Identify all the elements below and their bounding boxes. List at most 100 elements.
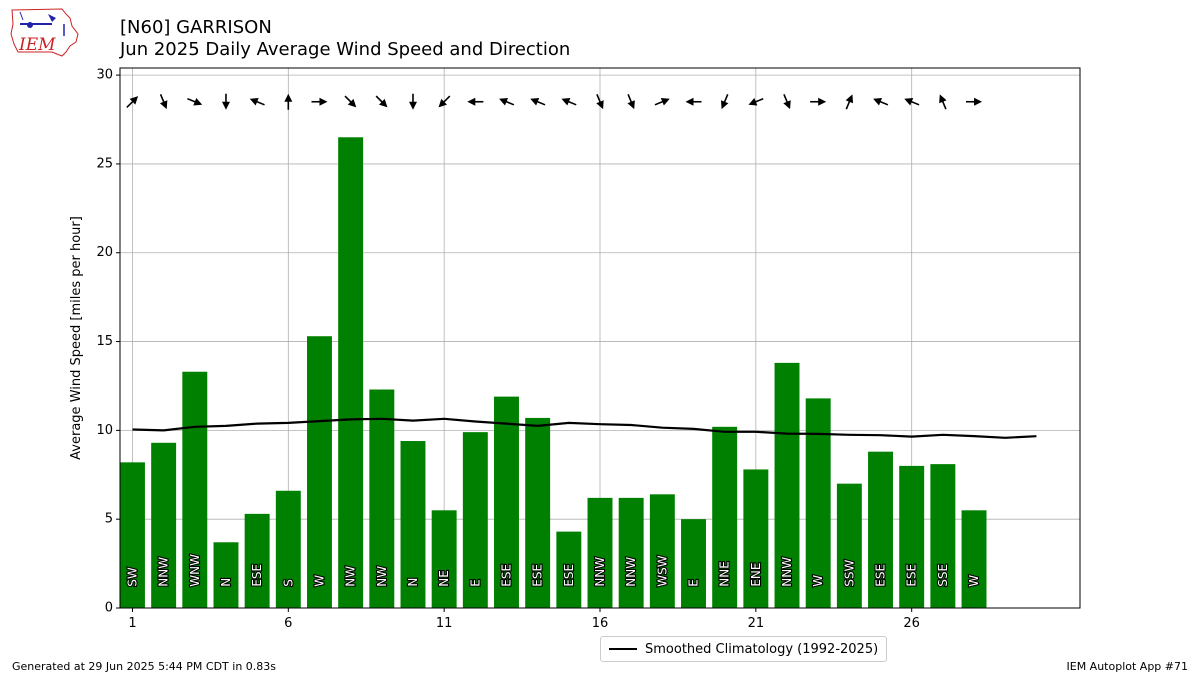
wind-arrow <box>375 95 388 108</box>
wind-arrow-head <box>129 96 139 105</box>
wind-arrow <box>159 94 168 110</box>
direction-label: E <box>687 579 701 587</box>
bars-group <box>120 137 987 609</box>
wind-arrow <box>845 94 854 110</box>
bar <box>930 464 956 608</box>
bar <box>307 336 332 608</box>
bar <box>618 497 644 608</box>
direction-label: ESE <box>905 564 919 587</box>
legend-label: Smoothed Climatology (1992-2025) <box>645 641 879 657</box>
wind-arrow-head <box>378 98 388 108</box>
climatology-line <box>132 417 1037 439</box>
bar <box>743 469 769 608</box>
wind-arrow-head <box>783 100 791 110</box>
wind-arrow <box>530 98 546 106</box>
wind-arrow <box>311 97 328 106</box>
wind-arrows-group <box>126 93 983 110</box>
direction-label: W <box>811 575 825 587</box>
climatology-group <box>132 417 1037 439</box>
wind-arrow-head <box>748 98 758 106</box>
direction-label: NNW <box>780 557 794 587</box>
bar <box>244 513 270 608</box>
direction-label: NNW <box>157 557 171 587</box>
wind-arrow-head <box>284 93 293 102</box>
direction-label: NW <box>344 566 358 587</box>
direction-label: ESE <box>874 564 888 587</box>
bar <box>182 371 208 608</box>
y-tick-label: 20 <box>96 245 113 260</box>
y-tick-label: 0 <box>105 601 113 616</box>
bar <box>369 389 395 608</box>
bar <box>120 462 145 608</box>
wind-arrow <box>939 94 947 110</box>
y-tick-label: 10 <box>96 423 113 438</box>
direction-label: W <box>312 575 326 587</box>
logo-text: IEM <box>18 35 56 55</box>
direction-label: NNE <box>718 561 732 587</box>
wind-arrow-head <box>845 94 854 104</box>
wind-arrow-head <box>530 98 540 106</box>
direction-label: ESE <box>562 564 576 587</box>
bar <box>338 137 364 609</box>
direction-label: NNW <box>593 557 607 587</box>
wind-arrow-head <box>974 97 983 106</box>
bar <box>213 542 239 608</box>
wind-arrow <box>408 93 417 110</box>
x-tick-label: 21 <box>748 616 765 631</box>
bar <box>556 531 582 608</box>
wind-arrow <box>904 98 920 106</box>
wind-arrow <box>596 94 604 110</box>
bar <box>525 417 551 608</box>
wind-arrow <box>467 97 484 106</box>
bar <box>587 497 613 608</box>
direction-labels-group: SW NNW WNW N ESE S W NW NW N NE E ESE ESE ESE NNW NNW WSW… <box>124 553 982 588</box>
direction-label: NW <box>375 566 389 587</box>
bar <box>649 494 675 608</box>
bar <box>431 510 457 608</box>
bar <box>151 442 177 608</box>
wind-arrow <box>627 94 635 110</box>
wind-arrow <box>783 94 791 110</box>
direction-label: SSW <box>842 559 856 586</box>
wind-arrow <box>126 96 139 108</box>
y-axis-label: Average Wind Speed [miles per hour] <box>69 216 84 460</box>
wind-arrow-head <box>685 97 694 106</box>
y-tick-label: 5 <box>105 512 113 527</box>
x-tick-label: 1 <box>128 616 136 631</box>
wind-arrow-head <box>660 98 670 106</box>
x-tick-label: 6 <box>284 616 292 631</box>
direction-label: N <box>219 578 233 587</box>
wind-arrow <box>720 94 729 110</box>
bar <box>275 490 301 608</box>
wind-arrow-head <box>904 98 914 106</box>
wind-arrow <box>499 98 515 106</box>
bar <box>774 362 800 608</box>
generated-timestamp: Generated at 29 Jun 2025 5:44 PM CDT in … <box>12 660 277 673</box>
x-tick-label: 11 <box>436 616 453 631</box>
legend-line-swatch <box>609 648 637 650</box>
direction-label: S <box>281 579 295 587</box>
direction-label: NE <box>437 570 451 587</box>
wind-arrow-head <box>720 100 729 110</box>
wind-arrow-head <box>596 100 604 110</box>
wind-arrow-head <box>347 98 357 108</box>
chart-subtitle: Jun 2025 Daily Average Wind Speed and Di… <box>120 39 571 60</box>
wind-arrow-head <box>873 98 883 106</box>
bar <box>961 510 987 608</box>
wind-arrow <box>284 93 293 110</box>
x-tick-label: 26 <box>903 616 920 631</box>
wind-arrow-head <box>159 100 168 110</box>
direction-label: N <box>406 578 420 587</box>
wind-arrow <box>748 97 764 106</box>
chart-legend: Smoothed Climatology (1992-2025) <box>600 636 888 662</box>
wind-arrow-head <box>249 98 259 106</box>
bar <box>400 441 426 608</box>
wind-arrow <box>654 98 670 106</box>
wind-arrow <box>249 98 265 106</box>
direction-label: SW <box>125 567 139 587</box>
wind-arrow-head <box>438 98 447 108</box>
wind-arrow-head <box>319 97 328 106</box>
direction-label: W <box>967 575 981 587</box>
bar <box>681 519 706 608</box>
